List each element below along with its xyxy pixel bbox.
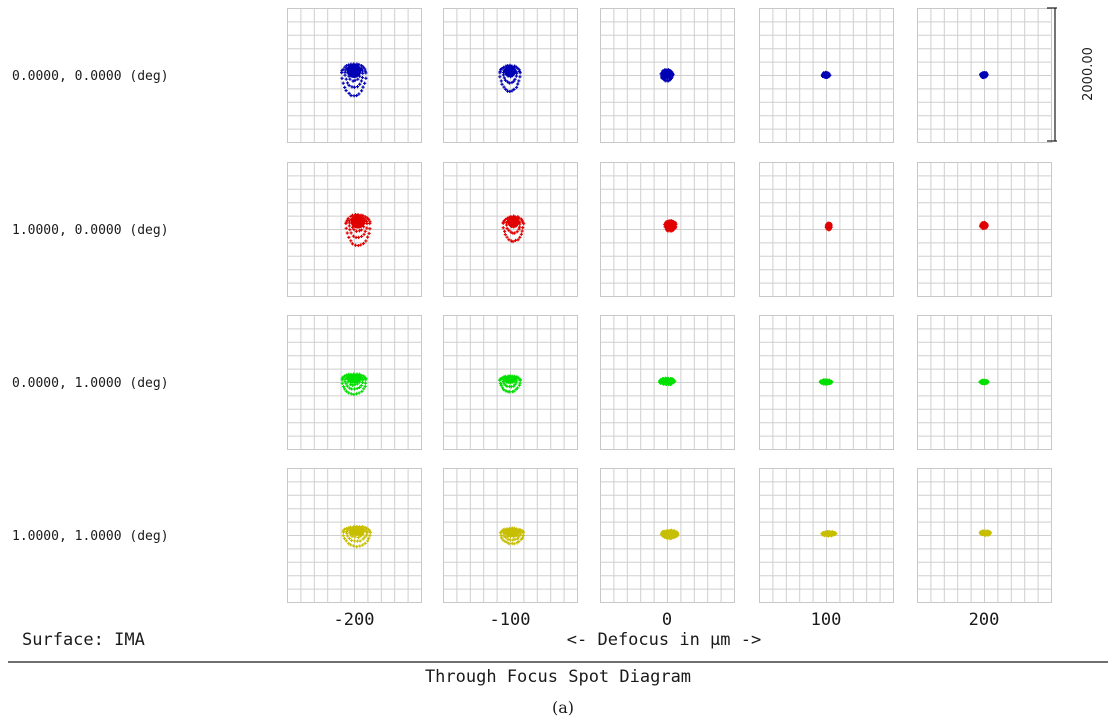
spot-points-0-0 [340, 62, 368, 98]
spot-cell-0-0 [287, 8, 422, 143]
spot-points-1-1 [501, 214, 526, 244]
spot-cell-2-2 [600, 315, 735, 450]
field-label-1: 1.0000, 0.0000 (deg) [12, 223, 169, 238]
spot-cell-3-3 [759, 468, 894, 603]
spot-cell-1-2 [600, 162, 735, 297]
spot-cell-1-1 [443, 162, 578, 297]
spot-cell-2-1 [443, 315, 578, 450]
spot-points-3-0 [341, 524, 372, 549]
defocus-tick-1: -100 [490, 610, 531, 630]
scale-bar-label: 2000.00 [1081, 47, 1096, 101]
spot-cell-0-3 [759, 8, 894, 143]
spot-cell-0-1 [443, 8, 578, 143]
spot-cell-1-3 [759, 162, 894, 297]
field-label-0: 0.0000, 0.0000 (deg) [12, 69, 169, 84]
defocus-tick-2: 0 [662, 610, 672, 630]
spot-cell-0-4 [917, 8, 1052, 143]
spot-points-1-4 [979, 220, 989, 231]
field-label-2: 0.0000, 1.0000 (deg) [12, 376, 169, 391]
scale-bar: 2000.00 [1047, 7, 1096, 142]
spot-cell-3-2 [600, 468, 735, 603]
spot-points-0-1 [498, 63, 522, 94]
spot-points-1-0 [344, 213, 372, 248]
field-label-3: 1.0000, 1.0000 (deg) [12, 529, 169, 544]
spot-points-3-3 [820, 529, 838, 538]
spot-points-0-3 [820, 70, 832, 79]
spot-cell-2-4 [917, 315, 1052, 450]
surface-label: Surface: IMA [22, 630, 145, 650]
spot-points-2-1 [498, 374, 522, 394]
spot-grid [287, 8, 1052, 603]
spot-points-2-0 [340, 372, 368, 397]
spot-cell-2-3 [759, 315, 894, 450]
spot-points-3-4 [978, 529, 992, 537]
spot-cell-2-0 [287, 315, 422, 450]
spot-cell-3-4 [917, 468, 1052, 603]
spot-cell-1-0 [287, 162, 422, 297]
subtitle: (a) [552, 698, 574, 717]
field-labels: 0.0000, 0.0000 (deg) 1.0000, 0.0000 (deg)… [12, 69, 169, 544]
spot-points-2-4 [978, 378, 990, 386]
defocus-tick-4: 200 [969, 610, 1000, 630]
spot-points-2-3 [818, 378, 834, 386]
defocus-tick-3: 100 [811, 610, 842, 630]
spot-points-0-2 [659, 68, 675, 83]
spot-cell-0-2 [600, 8, 735, 143]
spot-cell-3-1 [443, 468, 578, 603]
spot-cell-1-4 [917, 162, 1052, 297]
chart-title: Through Focus Spot Diagram [425, 667, 691, 687]
spot-points-1-3 [824, 221, 833, 232]
spot-points-0-4 [979, 71, 989, 80]
spot-points-1-2 [663, 219, 678, 233]
spot-points-3-1 [498, 526, 525, 546]
defocus-labels: -200 -100 0 100 200 [334, 610, 1000, 630]
spot-cell-3-0 [287, 468, 422, 603]
defocus-tick-0: -200 [334, 610, 375, 630]
spot-points-3-2 [659, 528, 680, 541]
spot-points-2-2 [658, 376, 677, 387]
x-axis-label: <- Defocus in µm -> [567, 630, 761, 650]
